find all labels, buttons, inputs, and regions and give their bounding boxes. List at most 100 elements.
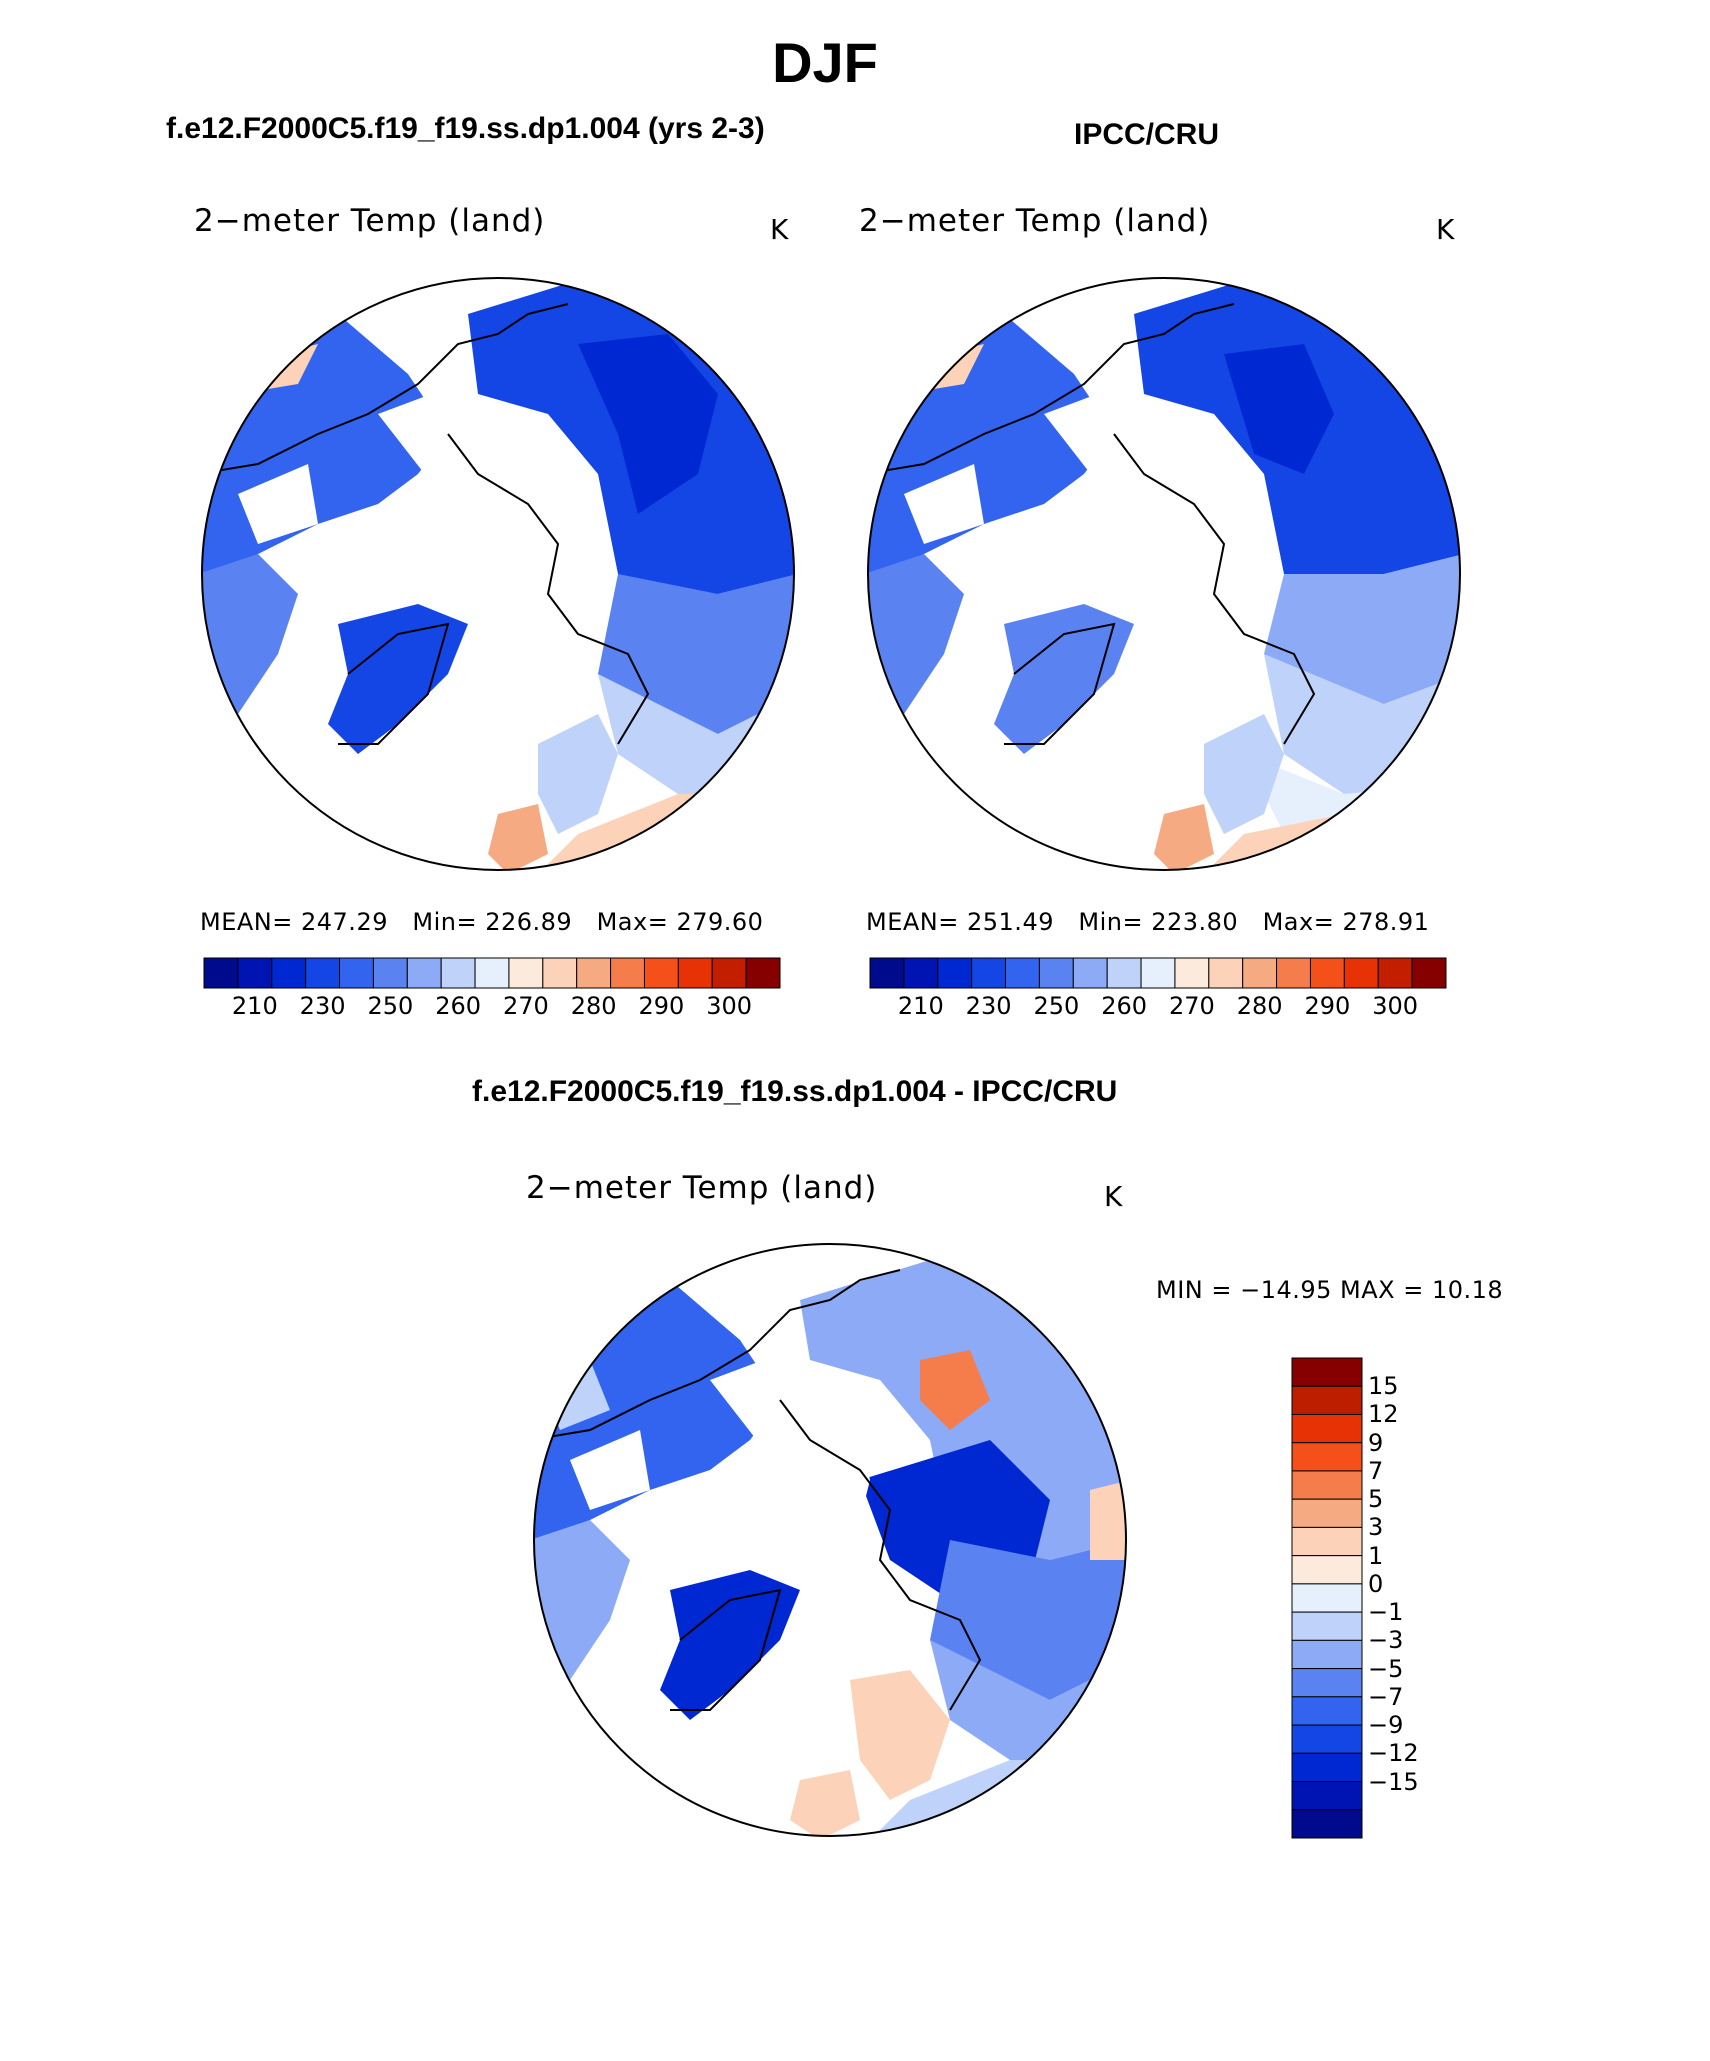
colorbar-swatch <box>1106 957 1142 989</box>
season-title: DJF <box>772 31 878 94</box>
colorbar-swatch <box>474 957 510 989</box>
panel1-colorbar <box>203 957 781 989</box>
colorbar-tick-label: −1 <box>1368 1598 1404 1627</box>
colorbar-tick-label: 280 <box>570 992 617 1020</box>
colorbar-tick-label: −12 <box>1368 1739 1419 1768</box>
colorbar-tick-label: 9 <box>1368 1428 1384 1457</box>
colorbar-swatch <box>1291 1413 1363 1444</box>
colorbar-swatch <box>508 957 544 989</box>
colorbar-swatch <box>372 957 408 989</box>
panel2-mean-label: MEAN= <box>866 908 959 936</box>
colorbar-tick-label: 270 <box>1168 992 1215 1020</box>
panel1-max-value: 279.60 <box>676 908 764 936</box>
ocean-hudson <box>238 464 318 544</box>
colorbar-tick-label: 210 <box>897 992 944 1020</box>
land-uk <box>790 1770 860 1836</box>
panel3-units: K <box>1104 1180 1123 1213</box>
colorbar-swatch <box>1291 1724 1363 1754</box>
land-scandinavia <box>850 1670 950 1800</box>
colorbar-swatch <box>1140 957 1176 989</box>
land-uk <box>488 804 548 870</box>
colorbar-tick-label: 270 <box>502 992 549 1020</box>
colorbar-tick-label: 210 <box>231 992 278 1020</box>
colorbar-swatch <box>271 957 307 989</box>
colorbar-tick-label: 280 <box>1236 992 1283 1020</box>
land-scandinavia <box>538 714 618 834</box>
colorbar-swatch <box>1377 957 1413 989</box>
colorbar-swatch <box>1291 1385 1363 1415</box>
panel2-polar-map <box>867 277 1461 871</box>
panel1-max-label: Max= <box>596 908 669 936</box>
ocean-hudson <box>570 1430 650 1510</box>
panel1-variable-label: 2−meter Temp (land) <box>194 203 546 239</box>
panel2-stats: MEAN= 251.49 Min= 223.80 Max= 278.91 <box>866 908 1429 936</box>
panel2-variable-label: 2−meter Temp (land) <box>859 203 1211 239</box>
panel1-polar-map <box>201 277 795 871</box>
panel2-min-value: 223.80 <box>1151 908 1239 936</box>
land-uk <box>1154 804 1214 870</box>
colorbar-swatch <box>1291 1526 1363 1557</box>
panel3-variable-label: 2−meter Temp (land) <box>526 1170 878 1206</box>
colorbar-tick-label: 7 <box>1368 1456 1384 1485</box>
colorbar-tick-label: 230 <box>299 992 346 1020</box>
colorbar-tick-label: 3 <box>1368 1513 1384 1542</box>
colorbar-swatch <box>1291 1470 1363 1500</box>
land-siberia-core <box>1224 344 1334 474</box>
panel1-min-value: 226.89 <box>485 908 573 936</box>
colorbar-tick-label: 230 <box>965 992 1012 1020</box>
colorbar-swatch <box>1291 1639 1363 1670</box>
coastlines <box>534 1269 982 1711</box>
colorbar-swatch <box>1309 957 1345 989</box>
colorbar-tick-label: 15 <box>1368 1372 1399 1401</box>
colorbar-swatch <box>1038 957 1074 989</box>
colorbar-swatch <box>1291 1781 1363 1811</box>
panel1-mean-value: 247.29 <box>301 908 388 936</box>
colorbar-swatch <box>643 957 679 989</box>
colorbar-swatch <box>1291 1809 1363 1839</box>
colorbar-tick-label: 290 <box>638 992 685 1020</box>
obs-title: IPCC/CRU <box>1074 118 1220 151</box>
colorbar-swatch <box>1072 957 1108 989</box>
colorbar-tick-label: 300 <box>706 992 753 1020</box>
panel2-units: K <box>1436 213 1455 246</box>
panel1-units: K <box>770 213 789 246</box>
colorbar-swatch <box>1291 1555 1363 1585</box>
panel2-max-label: Max= <box>1262 908 1335 936</box>
colorbar-swatch <box>1291 1442 1363 1472</box>
colorbar-swatch <box>1291 1668 1363 1698</box>
land-scandinavia <box>1204 714 1284 834</box>
colorbar-tick-label: 250 <box>1033 992 1080 1020</box>
colorbar-swatch <box>1005 957 1040 989</box>
diff-title: f.e12.F2000C5.f19_f19.ss.dp1.004 - IPCC/… <box>472 1075 1118 1108</box>
colorbar-tick-label: 260 <box>1101 992 1148 1020</box>
colorbar-tick-label: −5 <box>1368 1654 1404 1683</box>
colorbar-swatch <box>610 957 645 989</box>
colorbar-swatch <box>1291 1611 1363 1641</box>
coastlines <box>202 303 650 745</box>
colorbar-swatch <box>1276 957 1311 989</box>
colorbar-tick-label: −15 <box>1368 1767 1419 1796</box>
colorbar-tick-label: −7 <box>1368 1682 1404 1711</box>
ocean-hudson <box>904 464 984 544</box>
colorbar-swatch <box>1291 1583 1363 1613</box>
colorbar-swatch <box>745 957 781 989</box>
panel3-colorbar <box>1291 1357 1363 1839</box>
land-greenland <box>328 604 468 754</box>
panel2-max-value: 278.91 <box>1342 908 1430 936</box>
panel2-colorbar <box>869 957 1447 989</box>
colorbar-swatch <box>1411 957 1447 989</box>
colorbar-swatch <box>1291 1498 1363 1528</box>
panel2-min-label: Min= <box>1078 908 1144 936</box>
panel1-min-label: Min= <box>412 908 478 936</box>
colorbar-swatch <box>971 957 1007 989</box>
colorbar-swatch <box>440 957 476 989</box>
panel1-stats: MEAN= 247.29 Min= 226.89 Max= 279.60 <box>200 908 763 936</box>
colorbar-swatch <box>1174 957 1210 989</box>
colorbar-swatch <box>1242 957 1278 989</box>
colorbar-tick-label: 260 <box>435 992 482 1020</box>
colorbar-swatch <box>339 957 374 989</box>
coastlines <box>868 303 1316 745</box>
land-greenland <box>660 1570 800 1720</box>
colorbar-swatch <box>677 957 713 989</box>
land-siberia-core <box>578 334 718 514</box>
